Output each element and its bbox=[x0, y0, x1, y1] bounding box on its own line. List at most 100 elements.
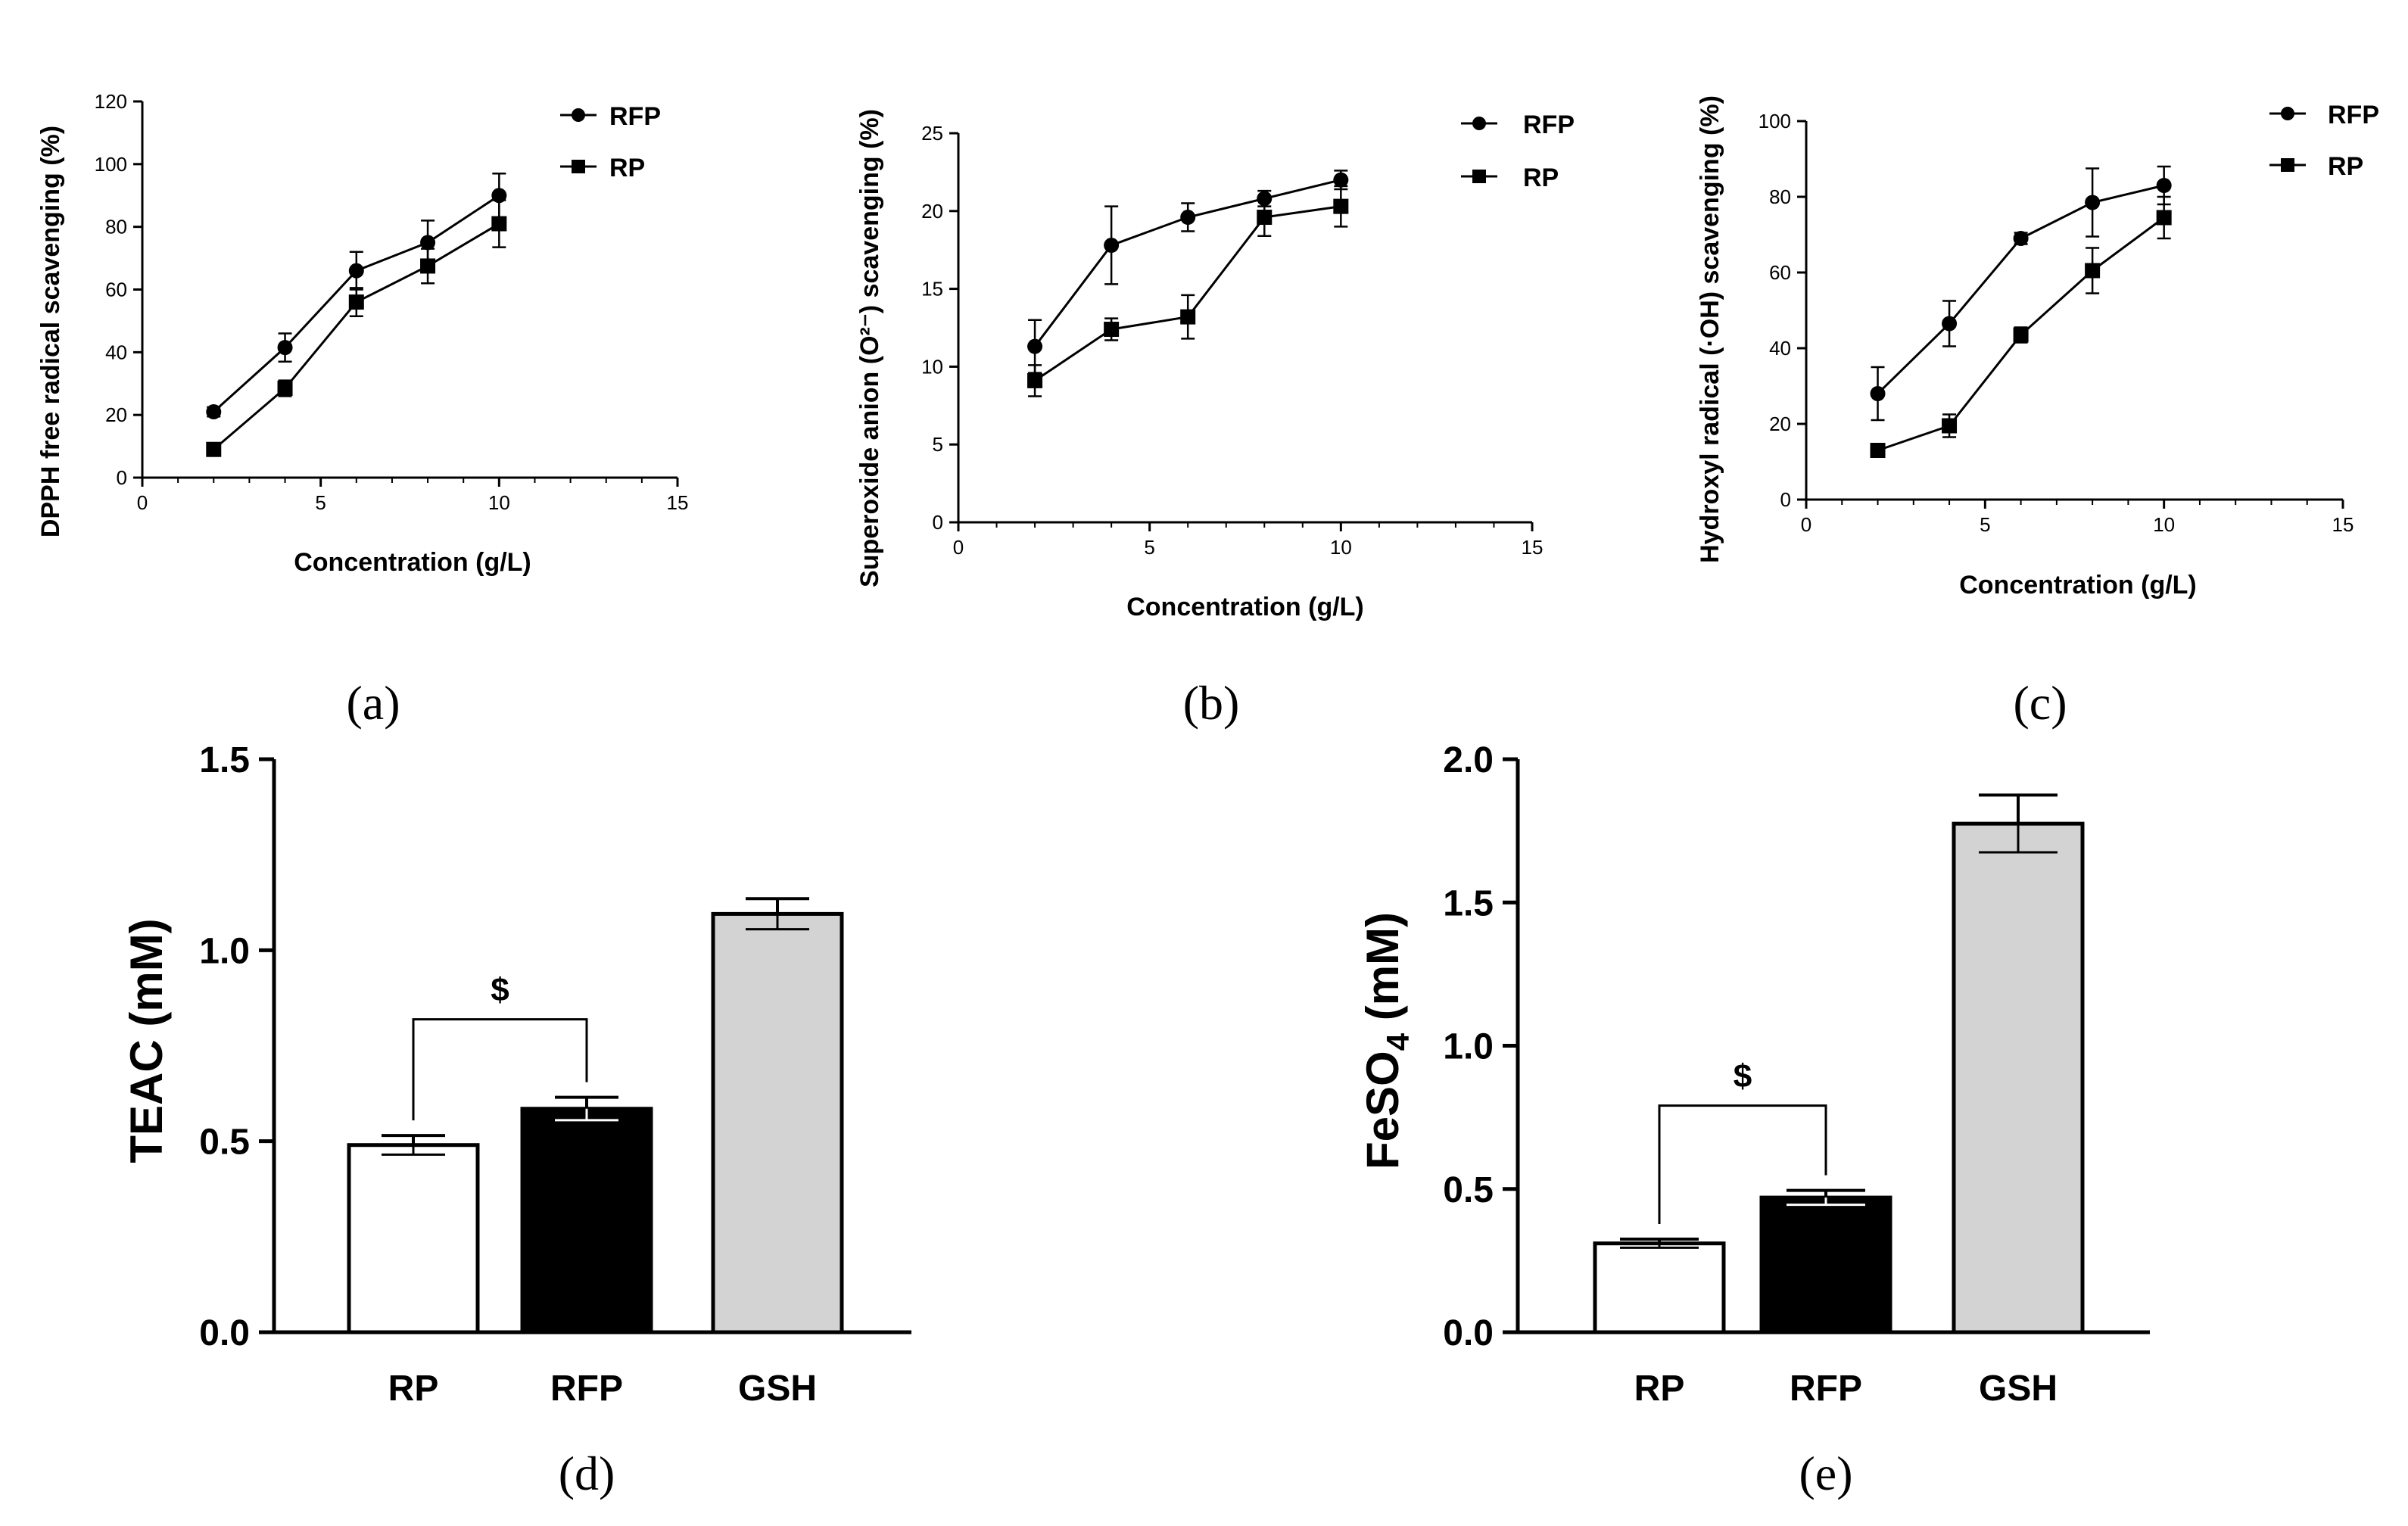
unit: (mM) bbox=[1357, 912, 1408, 1033]
x-tick-label: 5 bbox=[1144, 536, 1154, 559]
point-rp bbox=[1104, 322, 1120, 338]
legend-rp-label: RP bbox=[1523, 164, 1559, 192]
bar-rfp bbox=[520, 1107, 653, 1334]
panel-c-legend: RFP RP bbox=[2269, 101, 2379, 181]
y-tick-label: 0 bbox=[933, 511, 943, 534]
y-tick-label: 1.0 bbox=[199, 931, 250, 971]
panel-a-legend: RFP RP bbox=[560, 102, 661, 182]
point-rp bbox=[1942, 418, 1958, 434]
y-tick-label: 0.5 bbox=[199, 1123, 250, 1163]
y-tick-label: 1.5 bbox=[1443, 883, 1494, 923]
y-tick-label: 25 bbox=[921, 122, 943, 145]
legend-rfp-marker bbox=[572, 108, 585, 122]
y-tick-label: 0.0 bbox=[1443, 1313, 1494, 1353]
point-rp bbox=[1027, 372, 1043, 388]
y-tick-label: 100 bbox=[1758, 110, 1791, 132]
point-rfp bbox=[1942, 316, 1958, 332]
panel-b-label: (b) bbox=[1183, 676, 1240, 730]
point-rp bbox=[1870, 443, 1886, 458]
x-tick-label: 10 bbox=[1330, 536, 1352, 559]
y-tick-label: 0 bbox=[1780, 488, 1791, 511]
y-tick-label: 0.0 bbox=[199, 1313, 250, 1353]
x-tick-label: 5 bbox=[315, 491, 326, 514]
panel-c-x-axis-label: Concentration (g/L) bbox=[1959, 571, 2197, 600]
x-tick-label: 0 bbox=[953, 536, 964, 559]
panel-e-plot-area: 0.0 0.5 1.0 1.5 2.0 RP RFP GSH $ bbox=[1443, 740, 2150, 1409]
panel-b-y-axis-label: Superoxide anion (O²⁻) scavenging (%) bbox=[855, 109, 884, 587]
legend-rp-label: RP bbox=[2328, 152, 2363, 181]
x-category-label-gsh: GSH bbox=[738, 1369, 817, 1409]
point-rfp bbox=[1180, 210, 1196, 226]
y-tick-label: 60 bbox=[105, 279, 127, 301]
point-rp bbox=[206, 441, 222, 457]
legend-rfp-marker bbox=[1472, 117, 1486, 130]
panel-e-label: (e) bbox=[1799, 1447, 1852, 1500]
series-rp-line bbox=[1034, 205, 1341, 382]
point-rfp bbox=[1027, 338, 1043, 354]
legend-rp-marker bbox=[1472, 170, 1486, 183]
legend-rp-marker bbox=[572, 160, 585, 173]
series-rfp-line bbox=[1877, 184, 2165, 395]
y-tick-label: 60 bbox=[1769, 261, 1791, 284]
panel-d-label: (d) bbox=[559, 1447, 615, 1500]
significance-bracket bbox=[1658, 1104, 1827, 1224]
panel-b-plot-area: 0 5 10 15 0 5 10 15 20 25 bbox=[921, 122, 1543, 559]
legend-rfp-label: RFP bbox=[609, 102, 661, 131]
significance-label: $ bbox=[491, 972, 509, 1009]
point-rfp bbox=[420, 235, 436, 251]
y-tick-label: 2.0 bbox=[1443, 740, 1494, 780]
point-rfp bbox=[2013, 231, 2029, 246]
y-tick-label: 20 bbox=[921, 200, 943, 223]
panel-e-y-axis-label: FeSO4 (mM) bbox=[1357, 912, 1416, 1169]
y-tick-label: 5 bbox=[933, 433, 943, 456]
x-tick-label: 15 bbox=[667, 491, 689, 514]
significance-label: $ bbox=[1734, 1058, 1752, 1095]
y-tick-label: 10 bbox=[921, 355, 943, 378]
legend-rfp-marker bbox=[2281, 107, 2294, 120]
panel-d-y-axis-label: TEAC (mM) bbox=[121, 918, 172, 1163]
x-tick-label: 0 bbox=[1801, 513, 1811, 536]
bar-rp bbox=[347, 1143, 480, 1334]
point-rp bbox=[420, 258, 436, 274]
y-tick-label: 0 bbox=[117, 466, 127, 489]
y-tick-label: 15 bbox=[921, 278, 943, 301]
y-tick-label: 20 bbox=[1769, 413, 1791, 435]
y-tick-label: 40 bbox=[1769, 337, 1791, 360]
point-rp bbox=[2085, 263, 2101, 279]
x-category-label-rfp: RFP bbox=[550, 1369, 623, 1409]
bar-gsh bbox=[1952, 821, 2085, 1334]
y-tick-label: 80 bbox=[105, 216, 127, 238]
point-rfp bbox=[2085, 195, 2101, 210]
x-tick-label: 10 bbox=[488, 491, 510, 514]
point-rp bbox=[491, 216, 507, 232]
x-tick-label: 15 bbox=[2332, 513, 2354, 536]
x-category-label-rfp: RFP bbox=[1790, 1369, 1862, 1409]
point-rfp bbox=[1104, 238, 1120, 254]
point-rfp bbox=[2156, 178, 2172, 193]
point-rp bbox=[1180, 309, 1196, 325]
legend-rfp-label: RFP bbox=[1523, 111, 1575, 139]
x-tick-label: 10 bbox=[2153, 513, 2175, 536]
panel-e-bar-chart: 0.0 0.5 1.0 1.5 2.0 RP RFP GSH $ FeSO4 (mM) (e) bbox=[1357, 740, 2150, 1500]
point-rp bbox=[1333, 198, 1349, 214]
x-category-label-rp: RP bbox=[1634, 1369, 1685, 1409]
bar-gsh bbox=[711, 911, 844, 1334]
point-rp bbox=[2013, 327, 2029, 343]
y-tick-label: 1.5 bbox=[199, 740, 250, 780]
panel-a-line-chart: 0 5 10 15 0 20 40 60 80 100 120 Concentration (g/L… bbox=[36, 90, 688, 730]
panel-d-plot-area: 0.0 0.5 1.0 1.5 RP RFP GSH $ bbox=[199, 740, 911, 1409]
y-tick-label: 1.0 bbox=[1443, 1027, 1494, 1067]
x-tick-label: 5 bbox=[1980, 513, 1990, 536]
x-category-label-gsh: GSH bbox=[1979, 1369, 2058, 1409]
panel-a-x-axis-label: Concentration (g/L) bbox=[294, 548, 531, 577]
panel-a-plot-area: 0 5 10 15 0 20 40 60 80 100 120 bbox=[95, 90, 689, 514]
panel-c-plot-area: 0 5 10 15 0 20 40 60 80 100 bbox=[1758, 110, 2354, 536]
point-rfp bbox=[1870, 386, 1886, 401]
point-rp bbox=[2156, 210, 2172, 226]
panel-b-line-chart: 0 5 10 15 0 5 10 15 20 25 Concentration (g/L) Sup… bbox=[855, 109, 1575, 730]
panel-b-x-axis-label: Concentration (g/L) bbox=[1126, 593, 1364, 621]
panel-c-y-axis-label: Hydroxyl radical (·OH) scavenging (%) bbox=[1696, 95, 1724, 563]
y-tick-label: 0.5 bbox=[1443, 1170, 1494, 1210]
y-tick-label: 120 bbox=[95, 90, 127, 113]
